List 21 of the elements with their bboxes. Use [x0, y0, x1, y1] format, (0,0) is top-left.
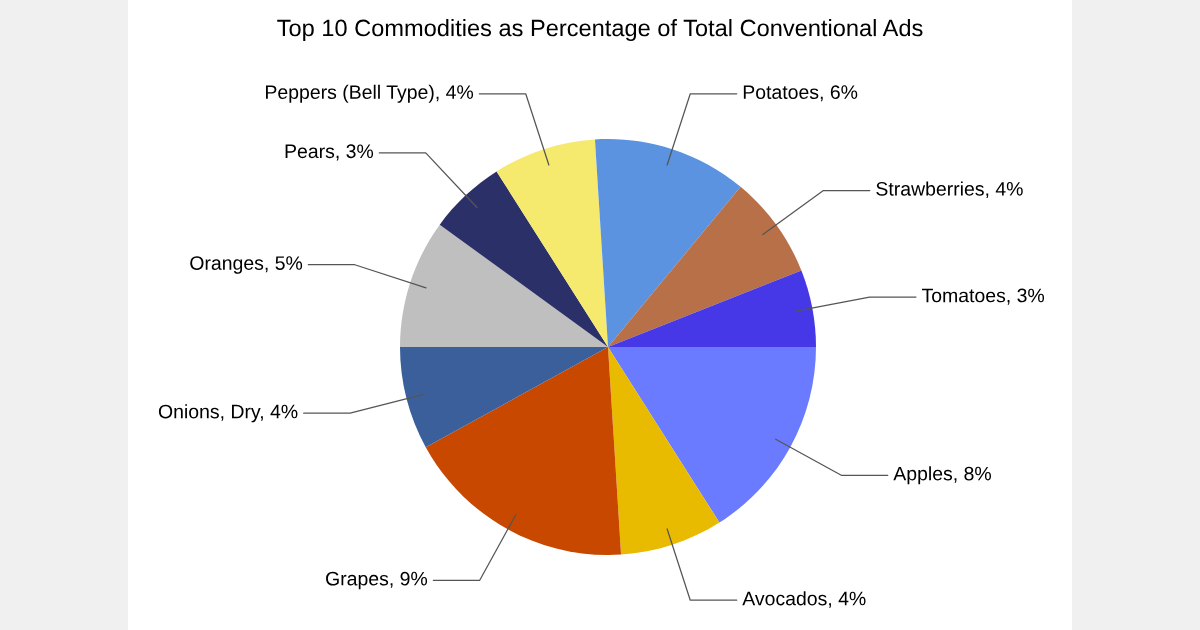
slice-label: Apples, 8% — [893, 466, 991, 485]
slice-label: Tomatoes, 3% — [921, 288, 1045, 305]
slice-label: Strawberries, 4% — [876, 181, 1023, 199]
pie-slice — [496, 139, 608, 347]
pie-slice — [608, 347, 816, 523]
slice-label: Grapes, 9% — [326, 571, 428, 590]
pie-slice — [425, 347, 622, 555]
slice-label: Oranges, 5% — [190, 256, 303, 274]
pie-slice — [400, 347, 608, 448]
slice-label: Pears, 3% — [285, 144, 374, 161]
slice-label: Avocados, 4% — [742, 591, 866, 608]
chart-title: Top 10 Commodities as Percentage of Total Conventional Ads — [277, 19, 923, 41]
slice-label: Potatoes, 6% — [743, 85, 858, 102]
pie-slice — [439, 171, 608, 347]
slice-label: Peppers (Bell Type), 4% — [266, 84, 474, 103]
pie-slice — [608, 270, 816, 347]
pie-slice — [400, 224, 608, 347]
pie-slice — [594, 139, 741, 347]
slice-label: Onions, Dry, 4% — [158, 404, 298, 423]
pie-slice — [608, 347, 720, 555]
pie-slice — [608, 186, 802, 347]
